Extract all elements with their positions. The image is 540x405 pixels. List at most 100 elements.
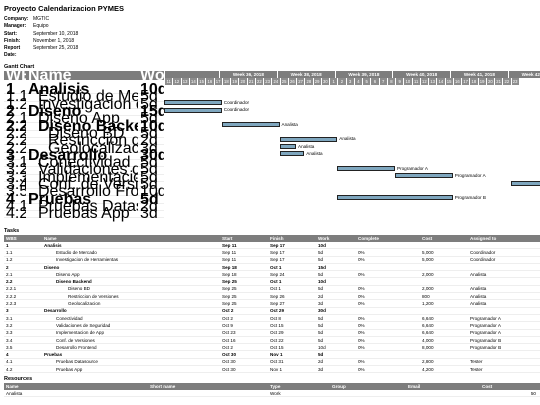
task-cell: 4,000: [422, 337, 434, 343]
task-row: 4.1 Pruebas Datasource Oct 30 Oct 31 2d 0% 2,8…: [4, 359, 540, 367]
task-cell: Programador A: [470, 322, 501, 328]
task-cell: Oct 31: [270, 359, 284, 365]
resources-heading: Resources: [4, 376, 33, 382]
gantt-work: 10d: [140, 183, 164, 201]
task-cell: Investigacion de Herramientas: [56, 257, 119, 263]
resources-col-header: Group: [332, 384, 346, 389]
task-cell: Analisis: [44, 242, 62, 248]
task-cell: 2: [6, 264, 9, 270]
day-header: 3: [345, 78, 354, 85]
task-cell: 10d: [318, 279, 326, 285]
gantt-row: 1.1 Estudio de Mercado5d: [4, 88, 164, 105]
task-cell: 4,200: [422, 366, 434, 372]
task-cell: 4.2: [6, 366, 13, 372]
gantt-bar-label: Analista: [298, 143, 315, 149]
task-cell: Sep 11: [222, 242, 237, 248]
gantt-bar: [164, 100, 222, 106]
task-row: 3 Desarrollo Oct 2 Oct 29 30d: [4, 308, 540, 315]
task-cell: Sep 25: [222, 279, 237, 285]
day-header: 12: [419, 78, 428, 85]
gantt-name: Estudio de Mercado: [38, 88, 138, 106]
task-cell: 0%: [358, 359, 365, 365]
resource-cell: Work: [270, 390, 281, 396]
meta-value: MGTIC: [33, 16, 50, 22]
day-header: 14: [188, 78, 197, 85]
gantt-work: 5d: [140, 95, 158, 113]
gantt-wbs: 4: [6, 190, 15, 208]
task-row: 1.1 Estudio de Mercado Sep 11 Sep 17 5d 0% 5,0…: [4, 249, 540, 257]
day-header: 23: [510, 78, 519, 85]
day-header: 18: [469, 78, 478, 85]
task-cell: 0%: [358, 286, 365, 292]
task-cell: 2d: [318, 359, 324, 365]
task-row: 3.4 Conf. de Versiones Oct 16 Oct 22 5d 0% 4,0…: [4, 337, 540, 345]
day-header: 21: [246, 78, 255, 85]
task-cell: Analista: [470, 271, 487, 277]
gantt-work: 5d: [140, 110, 158, 128]
task-cell: 6,640: [422, 315, 434, 321]
task-cell: 0%: [358, 337, 365, 343]
task-cell: 6,640: [422, 322, 434, 328]
gantt-wbs: 3.1: [6, 154, 26, 172]
day-header: 5: [362, 78, 371, 85]
gantt-name: Diseno BD: [48, 124, 125, 142]
day-header: 27: [296, 78, 305, 85]
gantt-bar: [279, 151, 305, 157]
day-header: 26: [287, 78, 296, 85]
gantt-row: 2.2.3 Geolocalizacion3d: [4, 140, 164, 157]
task-cell: 0%: [358, 315, 365, 321]
col-work: Work: [140, 66, 164, 84]
meta-key: Start:: [4, 30, 18, 37]
week-header-filler: [164, 71, 219, 78]
task-row: 3.1 Conectividad Oct 2 Oct 8 5d 0% 6,640 Progra…: [4, 315, 540, 323]
gantt-name: Restriccion de Versiones: [48, 132, 138, 150]
task-cell: Diseno App: [56, 271, 80, 277]
tasks-col-header: Cost: [422, 236, 433, 241]
task-cell: 3.3: [6, 330, 13, 336]
task-cell: 2d: [318, 293, 324, 299]
task-cell: 3.1: [6, 315, 13, 321]
task-cell: Estudio de Mercado: [56, 249, 97, 255]
task-cell: Sep 17: [270, 242, 285, 248]
task-cell: Oct 29: [270, 330, 284, 336]
gantt-bar: [221, 122, 280, 128]
meta-row: Report Date: September 25, 2018: [4, 45, 78, 60]
day-header: 19: [230, 78, 239, 85]
gantt-name: Diseno Backend: [38, 117, 138, 135]
resources-table: Name Short name Type Group Email Cost Analist…: [4, 383, 540, 398]
task-cell: Oct 30: [222, 359, 236, 365]
gantt-row: 3.5 Desarrollo Frontend10d: [4, 183, 164, 200]
task-cell: 0%: [358, 330, 365, 336]
task-cell: 5d: [318, 286, 324, 292]
day-header: 15: [444, 78, 453, 85]
task-cell: Sep 26: [270, 293, 285, 299]
day-header: 17: [461, 78, 470, 85]
col-wbs: WBS: [6, 66, 26, 84]
task-cell: 6,640: [422, 330, 434, 336]
day-header: 16: [205, 78, 214, 85]
gantt-work: 5d: [140, 176, 158, 194]
task-cell: Geolocalizacion: [68, 301, 101, 307]
gantt-work: 5d: [140, 190, 159, 208]
gantt-wbs: 4.2: [6, 205, 26, 223]
gantt-bar-label: Analista: [281, 121, 298, 127]
task-cell: 3.5: [6, 344, 13, 350]
gantt-bar: [510, 180, 540, 186]
task-cell: Coordinador: [470, 257, 496, 263]
tasks-col-header: Assigned to: [470, 236, 497, 241]
task-cell: Sep 18: [222, 264, 237, 270]
gantt-bar-label: Coordinador: [223, 107, 250, 113]
gantt-wbs: 3.5: [6, 183, 26, 201]
gantt-name: Conectividad: [38, 154, 131, 172]
gantt-wbs: 3: [6, 146, 15, 164]
day-header: 11: [411, 78, 420, 85]
resources-col-header: Short name: [150, 384, 176, 389]
task-row: 4 Pruebas Oct 30 Nov 1 5d: [4, 351, 540, 359]
task-cell: 8,000: [422, 344, 434, 350]
task-cell: Diseno: [44, 264, 60, 270]
resources-col-header: Cost: [482, 384, 493, 389]
task-cell: Oct 2: [222, 315, 233, 321]
task-cell: Analista: [470, 293, 487, 299]
gantt-row: 4.2 Pruebas App 3d: [4, 205, 164, 222]
task-cell: 3.4: [6, 337, 13, 343]
